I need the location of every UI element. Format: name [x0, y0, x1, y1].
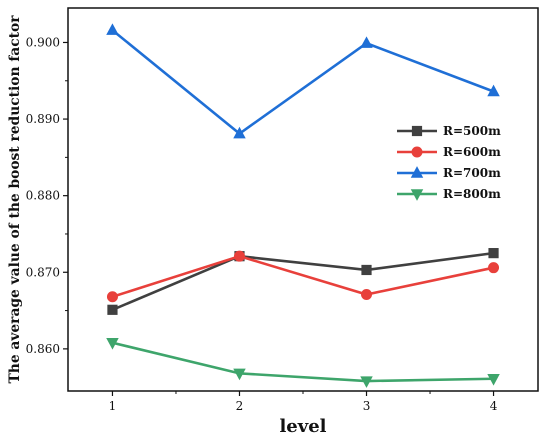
- data-point: [233, 250, 245, 262]
- data-point: [488, 248, 499, 259]
- x-tick-label: 4: [490, 399, 498, 413]
- legend-marker: [410, 166, 424, 178]
- x-tick-label: 2: [236, 399, 244, 413]
- data-point: [360, 376, 373, 388]
- legend-label: R=800m: [443, 187, 501, 201]
- series-3: [106, 23, 500, 139]
- legend-label: R=700m: [443, 166, 501, 180]
- series-line: [112, 341, 494, 383]
- series-1: [107, 248, 499, 315]
- y-tick-label: 0.870: [26, 265, 60, 279]
- data-point: [361, 264, 372, 276]
- y-tick-label: 0.900: [26, 35, 60, 49]
- data-point: [233, 368, 246, 381]
- data-point: [106, 23, 119, 35]
- data-point: [488, 262, 500, 274]
- x-axis-title: level: [279, 416, 326, 437]
- legend-item: R=600m: [397, 145, 501, 159]
- legend-label: R=600m: [443, 145, 501, 159]
- series-2: [106, 250, 500, 303]
- data-point: [106, 291, 118, 303]
- data-point: [106, 338, 119, 350]
- data-point: [233, 126, 246, 139]
- y-axis-title: The average value of the boost reduction…: [7, 15, 23, 384]
- x-axis-ticks: 1 2 3 4: [109, 391, 498, 413]
- data-point: [107, 304, 118, 315]
- x-tick-label: 3: [363, 399, 371, 413]
- legend-item: R=700m: [397, 166, 501, 180]
- y-axis-ticks: 0.860 0.870 0.880 0.890 0.900: [26, 35, 68, 356]
- legend-item: R=800m: [397, 187, 501, 201]
- legend: R=500m R=600m R=700m R=800m: [397, 124, 501, 201]
- series-4: [106, 338, 500, 388]
- legend-item: R=500m: [397, 124, 501, 138]
- series-line: [112, 254, 494, 299]
- series-group: [106, 23, 500, 388]
- data-point: [361, 288, 373, 300]
- x-tick-label: 1: [109, 399, 117, 413]
- data-point: [487, 84, 500, 97]
- y-tick-label: 0.890: [26, 112, 60, 126]
- data-point: [360, 36, 373, 48]
- y-tick-label: 0.860: [26, 342, 60, 356]
- legend-marker: [411, 125, 423, 137]
- series-line: [111, 251, 494, 312]
- legend-marker: [411, 146, 423, 158]
- legend-label: R=500m: [443, 124, 501, 138]
- y-tick-label: 0.880: [26, 189, 60, 203]
- data-point: [487, 374, 500, 386]
- series-line: [111, 29, 495, 136]
- legend-marker: [410, 189, 424, 201]
